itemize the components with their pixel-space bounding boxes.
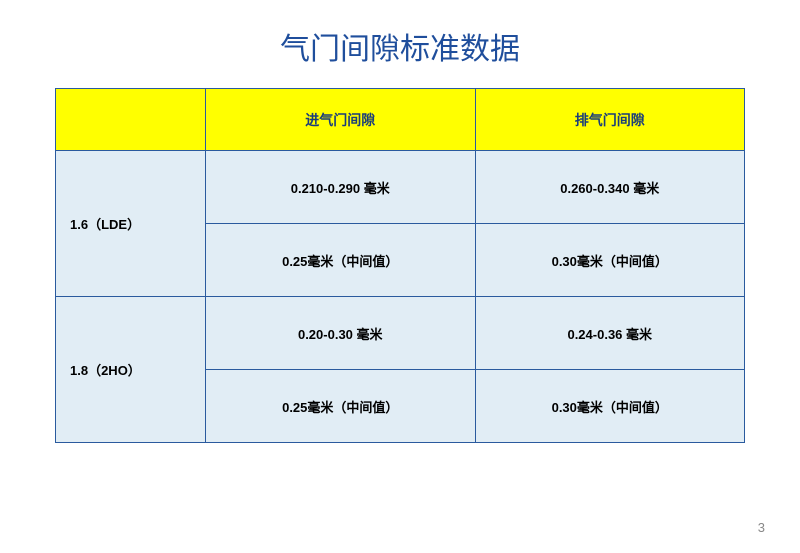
slide-title: 气门间隙标准数据: [0, 0, 800, 88]
engine-label: 1.6（LDE）: [56, 151, 206, 297]
exhaust-range: 0.260-0.340 毫米: [475, 151, 745, 224]
header-blank: [56, 89, 206, 151]
table-container: 进气门间隙 排气门间隙 1.6（LDE） 0.210-0.290 毫米 0.26…: [55, 88, 745, 443]
intake-range: 0.20-0.30 毫米: [206, 297, 476, 370]
header-exhaust: 排气门间隙: [475, 89, 745, 151]
exhaust-mid: 0.30毫米（中间值）: [475, 224, 745, 297]
exhaust-mid: 0.30毫米（中间值）: [475, 370, 745, 443]
engine-label: 1.8（2HO）: [56, 297, 206, 443]
table-row: 1.6（LDE） 0.210-0.290 毫米 0.260-0.340 毫米: [56, 151, 745, 224]
intake-mid: 0.25毫米（中间值）: [206, 370, 476, 443]
table-row: 1.8（2HO） 0.20-0.30 毫米 0.24-0.36 毫米: [56, 297, 745, 370]
data-table: 进气门间隙 排气门间隙 1.6（LDE） 0.210-0.290 毫米 0.26…: [55, 88, 745, 443]
header-intake: 进气门间隙: [206, 89, 476, 151]
header-row: 进气门间隙 排气门间隙: [56, 89, 745, 151]
page-number: 3: [758, 520, 765, 535]
exhaust-range: 0.24-0.36 毫米: [475, 297, 745, 370]
intake-range: 0.210-0.290 毫米: [206, 151, 476, 224]
intake-mid: 0.25毫米（中间值）: [206, 224, 476, 297]
